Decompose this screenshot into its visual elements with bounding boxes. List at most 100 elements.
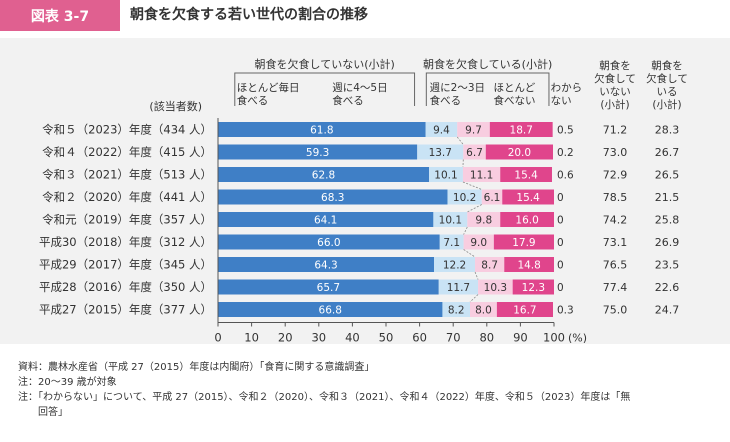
bar-segment — [504, 257, 554, 272]
data-label: 8.7 — [481, 260, 498, 272]
data-label: 68.3 — [321, 192, 344, 204]
subtotal-value: 76.5 — [603, 259, 628, 272]
x-tick-label: 90 — [513, 331, 528, 345]
boundary-connector — [456, 136, 464, 145]
bar-segment — [218, 167, 430, 182]
category-label: 令和４（2022）年度（415 人） — [42, 145, 212, 159]
subtotal-value: 26.7 — [655, 146, 680, 159]
unknown-value-label: 0.6 — [557, 170, 574, 182]
subtotal-header-line: 欠食して — [646, 72, 688, 85]
data-label: 66.8 — [319, 305, 342, 317]
bar-segment — [462, 167, 501, 182]
category-label: 平成28（2016）年度（350 人） — [39, 280, 212, 294]
bar-segment — [434, 257, 476, 272]
subtotal-value: 21.5 — [655, 191, 680, 204]
boundary-connector — [469, 294, 479, 303]
legend-label-line1: ほとんど毎日 — [237, 81, 300, 94]
bar-segment — [218, 212, 434, 227]
category-label: 令和２（2020）年度（441 人） — [42, 190, 212, 204]
data-label: 64.1 — [314, 215, 337, 227]
bar-segment — [447, 189, 482, 205]
boundary-connector — [474, 271, 479, 280]
subtotal-value: 72.9 — [603, 169, 628, 182]
unknown-value-label: 0 — [557, 260, 564, 272]
unknown-value-label: 0.3 — [557, 305, 574, 317]
bar-segment — [433, 212, 468, 227]
bar-segment — [478, 279, 513, 295]
legend-label-line1: ほとんど — [494, 82, 536, 94]
legend-label-line2: 食べる — [332, 94, 364, 107]
bar-segment — [463, 144, 486, 160]
data-label: 59.3 — [306, 147, 329, 159]
breakfast-skipping-chart: (該当者数)朝食を欠食していない(小計) 朝食を欠食している(小計)ほとんど毎日食… — [39, 57, 688, 345]
data-label: 6.7 — [466, 147, 483, 159]
bar-segment — [481, 189, 503, 205]
x-unit-label: (%) — [568, 332, 587, 345]
bar-segment — [475, 257, 505, 272]
bar-segment — [463, 234, 494, 250]
note-unknown-cont: 回答」 — [18, 407, 68, 418]
x-tick-label: 60 — [412, 331, 427, 345]
subtotal-header-line: 朝食を — [599, 59, 631, 72]
bar-segment — [489, 122, 553, 137]
legend-label-line1: 週に4～5日 — [332, 82, 387, 94]
subtotal-value: 28.3 — [655, 124, 680, 137]
subtotal-value: 77.4 — [603, 281, 628, 294]
bar-segment — [218, 122, 426, 137]
data-label: 7.1 — [443, 237, 460, 249]
data-label: 8.0 — [475, 305, 492, 317]
legend-label-line2: 食べる — [237, 94, 268, 107]
bar-segment — [218, 257, 435, 272]
data-label: 9.0 — [470, 237, 487, 249]
subtotal-header-line: いない — [599, 86, 631, 98]
category-label: 平成30（2018）年度（312 人） — [39, 235, 212, 249]
notes: 資料：農林水産省（平成 27（2015）年度は内閣府）「食育に関する意識調査」 … — [18, 360, 718, 420]
unknown-value-label: 0 — [557, 282, 564, 294]
data-label: 65.7 — [317, 282, 340, 294]
figure-title: 朝食を欠食する若い世代の割合の推移 — [130, 7, 368, 23]
x-tick-label: 30 — [311, 331, 326, 345]
bar-segment — [485, 144, 553, 160]
subtotal-value: 73.0 — [603, 146, 628, 159]
subtotal-value: 75.0 — [603, 304, 628, 317]
bar-segment — [500, 212, 554, 227]
subtotal-value: 73.1 — [603, 236, 628, 249]
x-tick-label: 0 — [214, 331, 221, 345]
bar-segment — [218, 144, 418, 160]
group-bracket-not-skipping — [234, 72, 416, 106]
data-label: 14.8 — [517, 260, 540, 272]
bar-segment — [500, 167, 552, 182]
group-header-not-skipping: 朝食を欠食していない(小計) — [255, 57, 395, 71]
legend-label-line2: 食べる — [430, 94, 462, 107]
bar-segment — [457, 122, 490, 137]
subtotal-value: 78.5 — [603, 191, 628, 204]
x-tick-label: 10 — [244, 331, 259, 345]
subtotal-header-line: いる — [657, 86, 678, 98]
subtotal-header-line: (小計) — [600, 98, 629, 111]
subtotal-header-line: 欠食して — [594, 72, 636, 85]
category-label: 令和元（2019）年度（357 人） — [42, 213, 212, 227]
data-label: 10.1 — [439, 215, 462, 227]
legend-label-line1: わから — [551, 82, 583, 94]
boundary-connector — [463, 249, 476, 258]
x-tick-label: 70 — [446, 331, 461, 345]
subtotal-value: 71.2 — [603, 124, 628, 137]
data-label: 17.9 — [512, 237, 535, 249]
figure-tag: 図表 3-7 — [0, 0, 120, 31]
group-bracket-skipping — [425, 72, 550, 106]
bar-segment — [438, 279, 479, 295]
bar-segment — [439, 234, 464, 250]
note-age: 注：20～39 歳が対象 — [18, 377, 117, 388]
data-label: 10.3 — [484, 282, 507, 294]
x-tick-label: 40 — [345, 331, 360, 345]
x-tick-label: 80 — [479, 331, 494, 345]
chart-panel: (該当者数) 朝食を欠食していない(小計) 朝食を欠食している(小計) ほとんど毎日食… — [0, 38, 730, 345]
data-label: 18.7 — [510, 125, 533, 137]
bar-segment — [218, 302, 443, 317]
bar-segment — [442, 302, 470, 317]
legend-label-line2: ない — [551, 95, 572, 107]
boundary-connector — [467, 204, 482, 213]
unknown-value-label: 0 — [557, 237, 564, 249]
bar-segment — [467, 212, 501, 227]
unknown-value-label: 0 — [557, 215, 564, 227]
